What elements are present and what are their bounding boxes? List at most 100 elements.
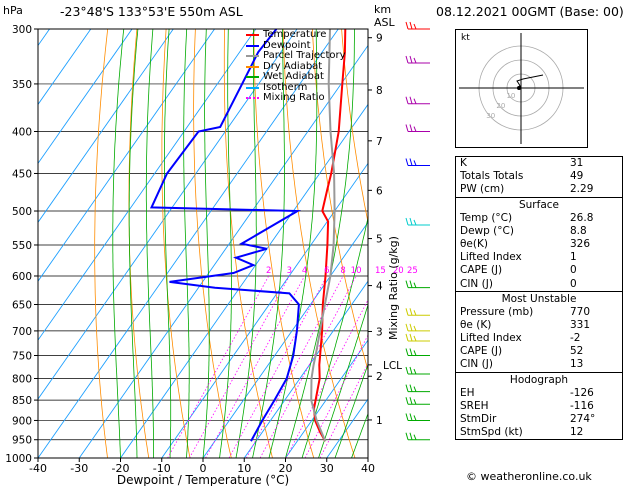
mixing-ratio-line bbox=[228, 275, 328, 458]
table-row: θe(K) 326 bbox=[456, 238, 622, 251]
legend-swatch bbox=[246, 55, 259, 58]
table-row: Pressure (mb) 770 bbox=[456, 306, 622, 319]
dry-adiabat bbox=[161, 29, 191, 458]
hodograph-ring-label: 20 bbox=[496, 102, 505, 110]
mixing-ratio-axis-label: Mixing Ratio (g/kg) bbox=[387, 236, 400, 340]
isotherm bbox=[38, 29, 133, 165]
table-row: EH -126 bbox=[456, 387, 622, 400]
row-value: 13 bbox=[570, 358, 584, 371]
legend-label: Isotherm bbox=[263, 81, 308, 93]
isotherm bbox=[38, 29, 174, 224]
location-title: -23°48'S 133°53'E 550m ASL bbox=[60, 4, 243, 19]
wet-adiabat bbox=[235, 29, 257, 458]
mixing-ratio-line bbox=[319, 362, 368, 458]
dry-adiabat bbox=[193, 29, 232, 458]
wet-adiabat bbox=[252, 29, 285, 458]
km-tick-label: 9 bbox=[376, 33, 383, 45]
mixing-ratio-line bbox=[285, 299, 368, 458]
dry-adiabat bbox=[341, 29, 368, 225]
pressure-tick-label: 900 bbox=[12, 415, 32, 427]
row-value: 770 bbox=[570, 305, 591, 318]
mixing-ratio-line bbox=[246, 275, 344, 458]
pressure-tick-label: 600 bbox=[12, 271, 32, 283]
legend-item: Temperature bbox=[246, 29, 346, 41]
hodograph-ring-label: 30 bbox=[486, 112, 495, 120]
table-section-title: Hodograph bbox=[456, 371, 622, 387]
pressure-tick-label: 800 bbox=[12, 373, 32, 385]
row-label: PW (cm) bbox=[460, 183, 505, 196]
row-label: Temp (°C) bbox=[460, 211, 513, 224]
pressure-tick-label: 850 bbox=[12, 395, 32, 407]
row-label: CAPE (J) bbox=[460, 345, 503, 358]
pressure-tick-label: 300 bbox=[12, 24, 32, 36]
temp-tick-label: 40 bbox=[361, 462, 375, 475]
table-row: StmSpd (kt) 12 bbox=[456, 426, 622, 439]
mixing-ratio-line bbox=[259, 275, 357, 458]
row-value: 0 bbox=[570, 264, 577, 277]
table-row: CIN (J) 0 bbox=[456, 278, 622, 291]
row-label: Totals Totals bbox=[460, 170, 524, 183]
temp-tick-label: -10 bbox=[153, 462, 171, 475]
km-tick-label: 7 bbox=[376, 136, 383, 148]
table-row: θe (K) 331 bbox=[456, 319, 622, 332]
wet-adiabat bbox=[318, 303, 368, 458]
chart-series bbox=[149, 29, 347, 442]
row-value: 2.29 bbox=[570, 183, 594, 196]
row-value: 26.8 bbox=[570, 211, 594, 224]
table-row: SREH -116 bbox=[456, 400, 622, 413]
pressure-tick-label: 650 bbox=[12, 300, 32, 312]
legend-item: Wet Adiabat bbox=[246, 71, 346, 83]
temp-tick-label: -30 bbox=[70, 462, 88, 475]
row-label: CAPE (J) bbox=[460, 264, 503, 277]
dry-adiabat bbox=[312, 29, 368, 372]
pressure-tick-label: 700 bbox=[12, 326, 32, 338]
isotherm bbox=[285, 339, 368, 458]
pressure-tick-label: 450 bbox=[12, 168, 32, 180]
wind-barb bbox=[405, 217, 430, 226]
table-row: K 31 bbox=[456, 157, 622, 170]
legend-label: Dewpoint bbox=[263, 39, 311, 51]
mixing-ratio-label: 2 bbox=[266, 266, 271, 276]
datetime-title: 08.12.2021 00GMT (Base: 00) bbox=[436, 4, 624, 19]
indices-table: K 31 Totals Totals 49 PW (cm) 2.29 Surface Temp… bbox=[455, 156, 623, 441]
mixing-ratio-label: 10 bbox=[351, 266, 362, 276]
pressure-tick-label: 500 bbox=[12, 206, 32, 218]
series-parcel-trajectory bbox=[310, 29, 336, 442]
mixing-ratio-line bbox=[167, 275, 270, 458]
legend-swatch bbox=[246, 86, 259, 89]
isotherm bbox=[0, 29, 8, 458]
legend-label: Dry Adiabat bbox=[263, 60, 323, 72]
legend-label: Wet Adiabat bbox=[263, 71, 324, 82]
row-label: StmSpd (kt) bbox=[460, 426, 523, 439]
dry-adiabat bbox=[128, 29, 150, 458]
legend-item: Dewpoint bbox=[246, 39, 346, 52]
temp-tick-label: 30 bbox=[320, 462, 334, 475]
row-label: Lifted Index bbox=[460, 332, 522, 345]
row-label: Lifted Index bbox=[460, 251, 522, 264]
table-row: Lifted Index -2 bbox=[456, 332, 622, 345]
temp-tick-label: 20 bbox=[279, 462, 293, 475]
wind-barb bbox=[405, 96, 430, 105]
lcl-label: LCL bbox=[383, 360, 402, 372]
wind-barb bbox=[405, 308, 430, 316]
row-value: 8.8 bbox=[570, 224, 587, 237]
mixing-ratio-label: 3 bbox=[287, 266, 292, 276]
row-value: -2 bbox=[570, 332, 581, 345]
wind-barb bbox=[405, 366, 430, 375]
isotherm bbox=[38, 29, 257, 341]
table-section-title: Most Unstable bbox=[456, 290, 622, 306]
legend: Temperature Dewpoint Parcel Trajectory Dry … bbox=[246, 29, 346, 104]
wind-barb bbox=[405, 158, 430, 166]
pressure-tick-label: 550 bbox=[12, 240, 32, 252]
temp-tick-label: -40 bbox=[29, 462, 47, 475]
pressure-tick-label: 400 bbox=[12, 127, 32, 139]
legend-item: Mixing Ratio bbox=[246, 92, 346, 104]
row-value: -116 bbox=[570, 399, 594, 412]
copyright-text: © weatheronline.co.uk bbox=[466, 470, 592, 483]
temp-tick-label: 0 bbox=[200, 462, 207, 475]
table-row: CAPE (J) 52 bbox=[456, 345, 622, 358]
row-label: K bbox=[460, 157, 467, 169]
row-label: EH bbox=[460, 386, 475, 399]
row-value: 1 bbox=[570, 251, 577, 264]
wet-adiabat bbox=[268, 29, 318, 458]
